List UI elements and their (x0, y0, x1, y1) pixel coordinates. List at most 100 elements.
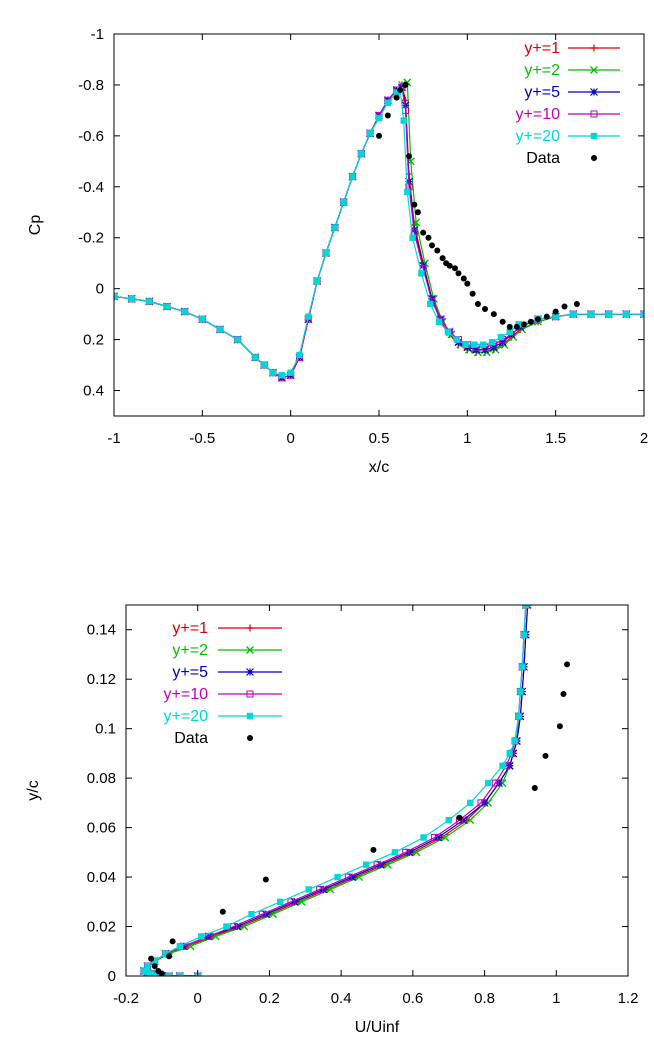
data-point-data (513, 323, 520, 330)
data-point-y-20 (151, 971, 158, 976)
data-point-data (429, 242, 435, 249)
y-tick-label: -0.2 (78, 230, 104, 247)
data-point-data (219, 908, 226, 915)
y-tick-label: -0.6 (78, 128, 104, 145)
data-point-y-20 (506, 750, 513, 757)
data-point-data (499, 318, 506, 325)
data-point-y-20 (147, 970, 155, 976)
data-point-data (151, 963, 158, 970)
legend-marker-data (591, 155, 597, 161)
velocity-profile-chart: -0.2 0 0.2 0.4 0.6 0.8 1 1.2 0 0.02 0.04 0.06 0.08 0.… (25, 604, 638, 1036)
data-point-y-20 (216, 326, 224, 333)
legend-marker-y-1 (246, 624, 254, 632)
series-y-2 (114, 78, 644, 382)
data-point-data (561, 303, 568, 310)
data-point-y-20 (223, 923, 230, 930)
data-point-y-20 (165, 972, 173, 976)
plot-frame (125, 604, 629, 977)
legend-label-y-20: y+=20 (164, 708, 209, 725)
data-point-y-20 (340, 198, 347, 206)
data-point-data (556, 723, 563, 730)
x-tick-label: -0.2 (113, 990, 139, 1007)
data-point-y-20 (163, 303, 171, 310)
series-line-y-1 (114, 83, 644, 379)
y-tick-label: 0 (96, 281, 104, 298)
data-point-y-10 (344, 873, 352, 881)
legend-label-y-1: y+=1 (524, 40, 560, 57)
x-tick-label: 0.8 (474, 990, 495, 1007)
data-point-data (414, 209, 421, 216)
data-point-data (397, 87, 404, 94)
data-point-y-20 (587, 310, 595, 318)
legend-label-y-10: y+=10 (164, 686, 209, 703)
legend: y+=1 y+=2 y+=5 y+=10 y+=20 Data (516, 40, 620, 167)
x-tick-label: 0.2 (259, 990, 280, 1007)
data-point-data (393, 94, 400, 101)
legend-label-y-5: y+=5 (524, 84, 560, 101)
data-point-y-20 (260, 361, 268, 369)
data-point-data (560, 691, 567, 698)
data-point-data (166, 953, 173, 960)
data-point-y-20 (515, 713, 522, 720)
legend-label-data: Data (526, 150, 560, 167)
data-point-y-20 (269, 369, 277, 376)
data-point-y-20 (287, 369, 294, 376)
data-point-y-5 (401, 101, 410, 110)
data-point-y-20 (435, 318, 443, 325)
data-point-y-5 (480, 798, 489, 807)
y-axis-label: y/c (25, 780, 42, 800)
data-point-y-20 (366, 130, 374, 137)
data-point-data (527, 318, 534, 325)
data-point-y-20 (313, 277, 321, 285)
x-tick-label: 0 (286, 430, 294, 447)
data-point-y-5 (434, 833, 442, 842)
data-point-y-20 (375, 114, 383, 122)
data-point-y-20 (444, 328, 452, 336)
series-line-y-5 (142, 605, 529, 976)
data-point-y-5 (233, 922, 242, 931)
data-point-data (439, 255, 446, 262)
cp-chart: -1 -0.5 0 0.5 1 1.5 2 -1 -0.8 -0.6 -0.4 -0.2 0 0.2 0.4… (27, 26, 648, 476)
series-y-1 (114, 81, 644, 382)
data-point-y-20 (199, 316, 206, 323)
data-point-y-20 (409, 234, 416, 241)
y-tick-label: 0.06 (87, 820, 116, 837)
data-point-y-20 (176, 972, 183, 976)
y-tick-label: 0.04 (87, 869, 116, 886)
data-point-data (520, 321, 527, 328)
data-point-y-20 (181, 308, 188, 315)
plot-area (139, 605, 571, 976)
data-point-y-10 (402, 848, 410, 856)
y-tick-label: 0.14 (87, 622, 116, 639)
x-axis-label: U/Uinf (355, 1019, 400, 1036)
data-point-y-20 (144, 962, 151, 970)
legend-marker-y-5 (246, 668, 254, 676)
series-line-y-1 (142, 605, 529, 976)
y-tick-label: 0.4 (83, 383, 104, 400)
legend-marker-y-10 (590, 110, 598, 118)
data-point-data (411, 201, 418, 208)
data-point-data (482, 306, 488, 313)
series-line-y-2 (142, 605, 527, 976)
data-point-data (490, 311, 497, 318)
series-y-10 (114, 83, 644, 382)
x-tick-label: 1.5 (545, 430, 566, 447)
data-point-y-20 (480, 341, 487, 348)
x-tick-label: 2 (640, 430, 648, 447)
data-point-y-20 (393, 89, 400, 96)
data-point-y-10 (491, 779, 499, 787)
data-point-data (384, 112, 391, 119)
data-point-y-20 (151, 957, 158, 965)
data-point-y-20 (305, 313, 312, 320)
data-point-y-20 (296, 351, 303, 359)
data-point-y-20 (488, 338, 496, 346)
data-point-y-20 (248, 910, 255, 918)
data-point-y-2 (466, 816, 475, 825)
y-tick-label: 0.1 (95, 721, 116, 738)
data-point-y-20 (140, 967, 148, 975)
data-point-y-20 (552, 313, 559, 320)
data-point-y-20 (467, 799, 474, 807)
legend-marker-y-10 (246, 690, 254, 698)
series-line-y-20 (114, 88, 644, 376)
data-point-y-20 (445, 816, 452, 824)
